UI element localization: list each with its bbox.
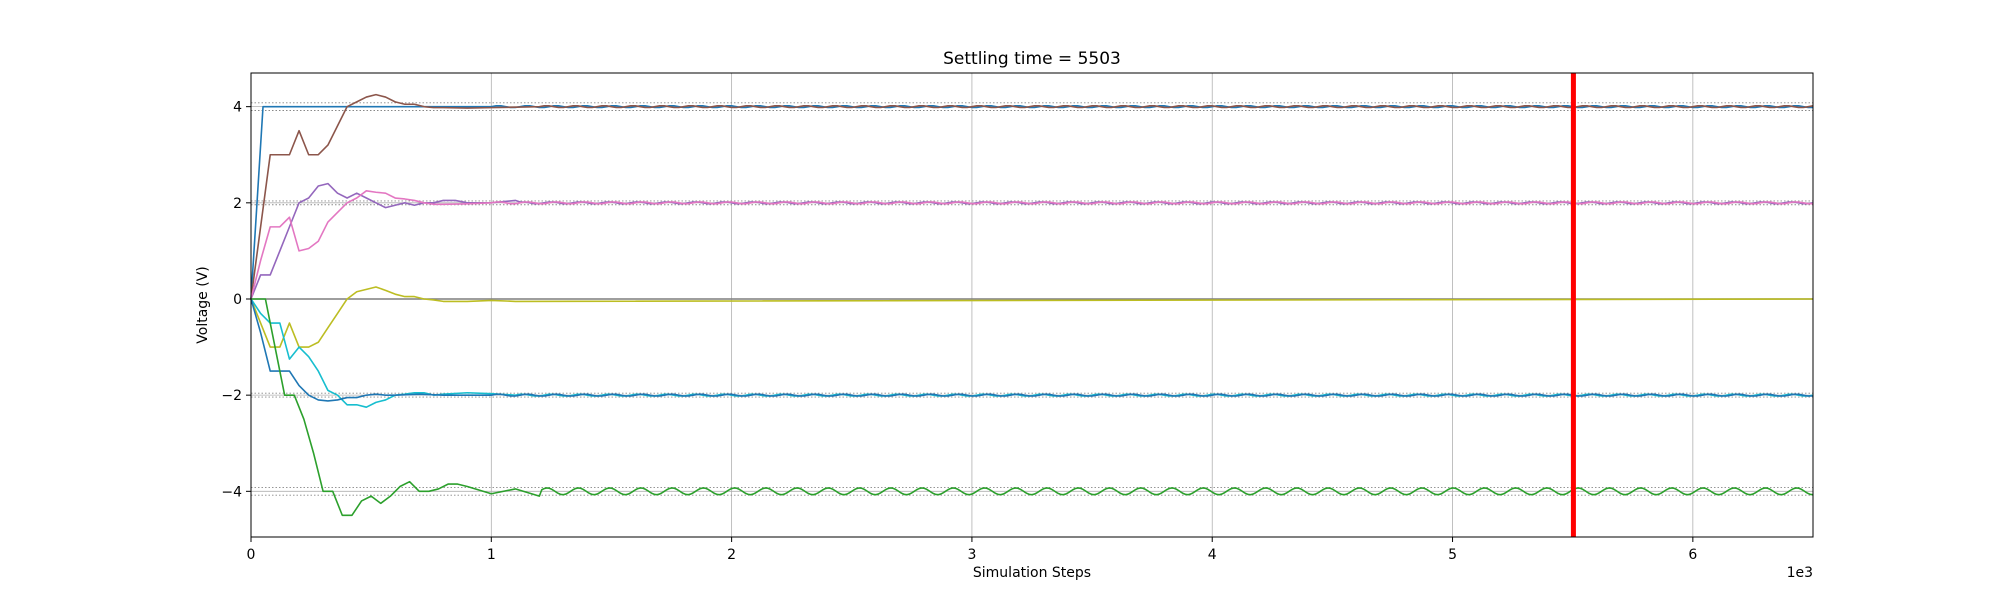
series-line [250,286,1814,348]
y-tick-label: −4 [221,484,242,500]
y-tick-label: −2 [221,388,242,404]
y-tick-label: 0 [233,292,242,308]
x-tick-label: 0 [247,547,256,563]
x-tick-label: 5 [1448,547,1457,563]
series-line [251,298,1814,517]
x-axis-label: Simulation Steps [973,565,1091,581]
series-line [250,298,1813,402]
x-tick-label: 4 [1208,547,1217,563]
x-tick-label: 6 [1688,547,1697,563]
x-tick-label: 2 [727,547,736,563]
ticks: 0 1 2 3 4 5 6 −4 −2 0 2 4 [221,100,1697,563]
y-tick-label: 2 [233,196,242,212]
y-axis-label: Voltage (V) [195,266,211,343]
series-line [250,93,1814,300]
y-tick-label: 4 [233,100,242,116]
x-axis-offset-label: 1e3 [1787,565,1813,581]
plot-frame [250,72,1814,538]
chart-title: Settling time = 5503 [943,49,1121,69]
x-tick-label: 1 [487,547,496,563]
x-tick-label: 3 [967,547,976,563]
series-lines [250,93,1814,517]
